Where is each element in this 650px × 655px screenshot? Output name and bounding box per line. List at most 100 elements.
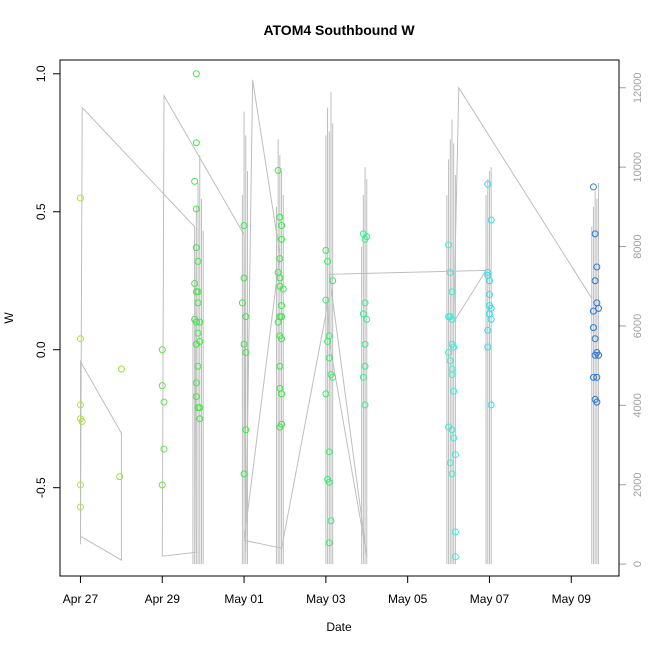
data-point (325, 354, 333, 362)
data-point (322, 296, 330, 304)
data-point (194, 257, 202, 265)
data-point (589, 373, 597, 381)
x-tick-label: May 07 (470, 592, 510, 606)
data-point (278, 390, 286, 398)
data-point (196, 404, 204, 412)
data-point (278, 222, 286, 230)
data-point (591, 351, 599, 359)
data-point (191, 177, 199, 185)
y-tick-label: 1.0 (34, 65, 48, 82)
data-point (484, 343, 492, 351)
data-point (192, 340, 200, 348)
data-point (274, 166, 282, 174)
data-point (238, 299, 246, 307)
data-point (591, 230, 599, 238)
data-point (242, 348, 250, 356)
data-point (192, 139, 200, 147)
data-point (591, 277, 599, 285)
data-point (324, 337, 332, 345)
data-point (76, 503, 84, 511)
data-point (446, 268, 454, 276)
data-point (589, 307, 597, 315)
data-point (158, 346, 166, 354)
data-point (589, 324, 597, 332)
data-point (192, 318, 200, 326)
data-point (278, 235, 286, 243)
y2-tick-label: 0 (632, 561, 644, 567)
data-point (158, 481, 166, 489)
data-point (448, 288, 456, 296)
x-tick-label: May 01 (224, 592, 264, 606)
data-point (278, 302, 286, 310)
data-point (194, 299, 202, 307)
data-point (329, 373, 337, 381)
data-point (276, 362, 284, 370)
data-point (363, 315, 371, 323)
data-point (278, 313, 286, 321)
data-point (361, 299, 369, 307)
data-point (192, 244, 200, 252)
data-point (160, 398, 168, 406)
line-series (79, 79, 593, 561)
data-point (487, 216, 495, 224)
x-tick-label: Apr 27 (63, 592, 99, 606)
data-point (445, 241, 453, 249)
data-point (327, 517, 335, 525)
data-point (116, 473, 124, 481)
data-point (76, 401, 84, 409)
data-point (279, 285, 287, 293)
data-point (276, 213, 284, 221)
data-point (451, 528, 459, 536)
x-tick-label: May 03 (306, 592, 346, 606)
data-point (322, 390, 330, 398)
data-point (450, 434, 458, 442)
x-tick-label: Apr 29 (145, 592, 181, 606)
y2-tick-label: 2000 (632, 472, 644, 496)
data-point (361, 401, 369, 409)
data-point (595, 351, 603, 359)
line-layer (79, 79, 600, 565)
data-point (274, 318, 282, 326)
data-point (325, 478, 333, 486)
y2-tick-label: 6000 (632, 314, 644, 338)
data-point (448, 426, 456, 434)
axes-layer: Apr 27 Apr 29 May 01 May 03 May 05 May 07 May … (34, 65, 644, 606)
data-point (485, 291, 493, 299)
data-point (593, 398, 601, 406)
data-point (359, 310, 367, 318)
data-point (359, 373, 367, 381)
data-point (451, 451, 459, 459)
data-point (242, 426, 250, 434)
data-point (589, 183, 597, 191)
data-point (593, 263, 601, 271)
y-tick-label: 0.5 (34, 203, 48, 220)
y2-tick-label: 12000 (632, 72, 644, 103)
data-point (593, 373, 601, 381)
data-point (192, 379, 200, 387)
y2-tick-label: 8000 (632, 234, 644, 258)
data-point (196, 415, 204, 423)
data-point (194, 329, 202, 337)
data-point (192, 70, 200, 78)
data-point (361, 235, 369, 243)
data-point (158, 382, 166, 390)
data-point (192, 393, 200, 401)
data-point (361, 362, 369, 370)
data-point (446, 357, 454, 365)
data-point (240, 274, 248, 282)
data-point (361, 340, 369, 348)
data-point (276, 423, 284, 431)
data-point (196, 318, 204, 326)
y2-tick-label: 4000 (632, 393, 644, 417)
data-point (448, 315, 456, 323)
data-point (591, 335, 599, 343)
x-tick-label: May 05 (388, 592, 428, 606)
x-axis-label: Date (326, 620, 352, 634)
y-axis-label: W (2, 312, 16, 324)
data-point (192, 205, 200, 213)
data-point (276, 255, 284, 263)
data-point (450, 343, 458, 351)
data-point (194, 288, 202, 296)
